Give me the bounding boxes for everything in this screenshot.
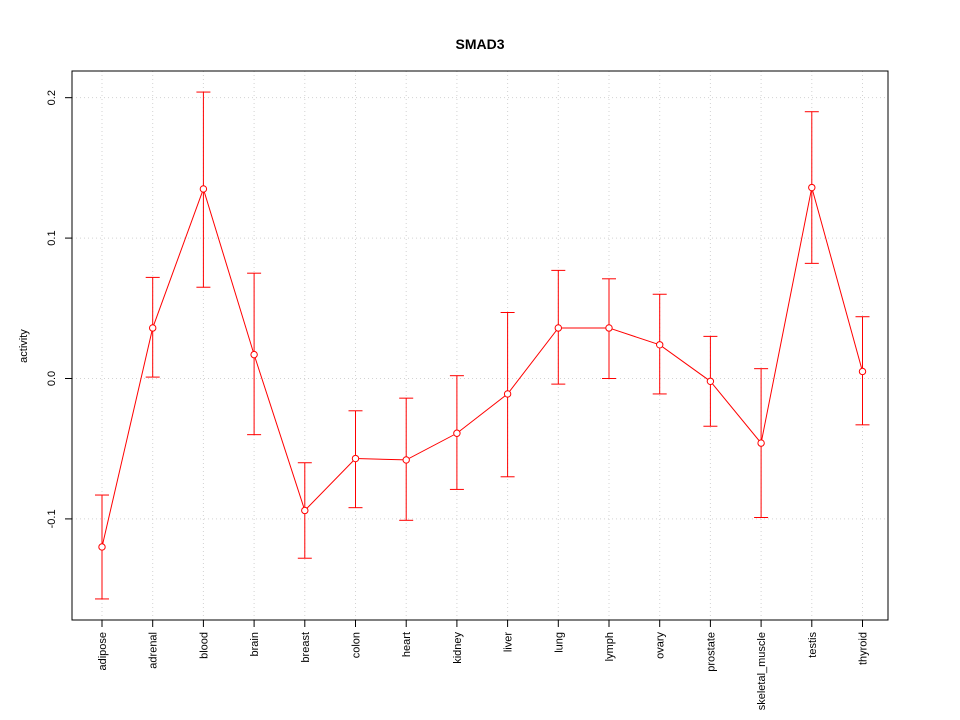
x-tick-label: liver	[503, 632, 515, 653]
data-point	[605, 324, 613, 332]
x-tick-label: skeletal_muscle	[756, 632, 768, 710]
data-points	[98, 183, 867, 551]
x-tick-label: blood	[198, 632, 210, 659]
y-tick-label: 0.0	[46, 371, 58, 386]
chart-title: SMAD3	[455, 36, 504, 52]
x-tick-label: prostate	[705, 632, 717, 672]
error-bars	[95, 91, 870, 600]
data-point	[250, 350, 258, 359]
x-tick-label: lymph	[604, 632, 616, 661]
data-point	[149, 324, 157, 332]
data-point	[301, 506, 309, 515]
x-tick-label: adipose	[97, 632, 109, 671]
data-point	[351, 454, 360, 463]
x-tick-label: testis	[807, 632, 819, 658]
y-tick-label: -0.1	[46, 509, 58, 528]
x-tick-label: ovary	[655, 632, 667, 659]
data-point	[503, 390, 512, 398]
x-tick-label: thyroid	[858, 632, 870, 665]
data-point	[453, 429, 461, 437]
data-point	[808, 183, 816, 192]
y-tick-label: 0.1	[46, 230, 58, 245]
data-point	[858, 367, 867, 376]
x-tick-label: adrenal	[148, 632, 160, 669]
data-point	[402, 456, 410, 464]
data-point	[98, 543, 106, 551]
x-tick-label: colon	[351, 632, 363, 658]
ticks: -0.1 0.0 0.1 0.2 adipose adrenal blood brain bre…	[46, 90, 870, 710]
data-point	[706, 377, 715, 386]
x-tick-label: heart	[401, 632, 413, 657]
grid	[72, 71, 888, 620]
data-point	[554, 324, 562, 332]
plot-frame	[71, 70, 889, 621]
y-tick-label: 0.2	[46, 90, 58, 105]
x-tick-label: lung	[553, 632, 565, 653]
data-point	[757, 439, 765, 447]
series	[101, 187, 863, 548]
series-line	[101, 187, 863, 548]
x-tick-label: breast	[300, 632, 312, 663]
x-tick-label: brain	[249, 632, 261, 656]
x-tick-label: kidney	[452, 632, 464, 664]
y-axis-label: activity	[18, 329, 30, 363]
data-point	[199, 185, 208, 193]
data-point	[656, 341, 664, 349]
